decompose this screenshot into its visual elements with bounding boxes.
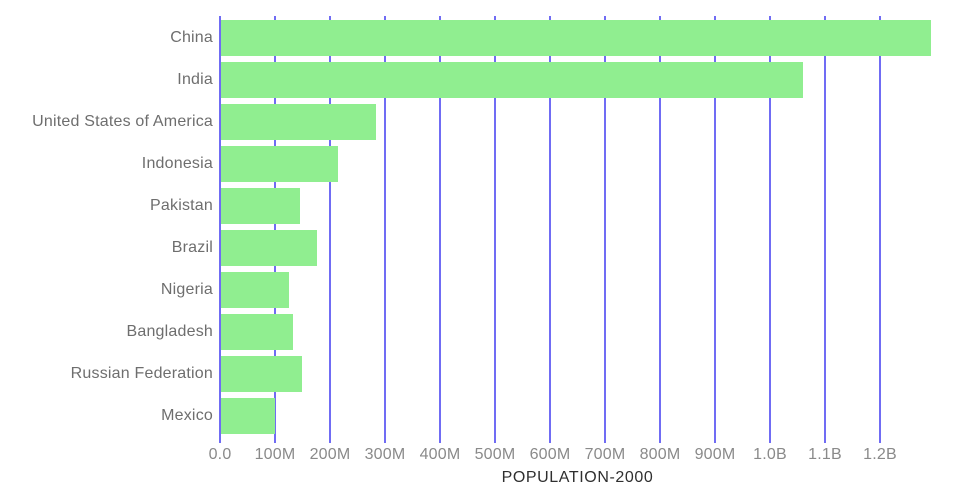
category-label-mexico: Mexico (161, 407, 213, 424)
gridline (659, 16, 661, 443)
gridline (824, 16, 826, 443)
bar-brazil (221, 230, 318, 266)
bar-united-states-of-america (221, 104, 377, 140)
x-tick-label-1-1b: 1.1B (808, 446, 842, 463)
category-label-india: India (177, 71, 213, 88)
x-tick-label-100m: 100M (254, 446, 296, 463)
x-tick-label-600m: 600M (529, 446, 571, 463)
gridline (604, 16, 606, 443)
x-tick-label-800m: 800M (639, 446, 681, 463)
category-label-bangladesh: Bangladesh (126, 323, 213, 340)
category-label-brazil: Brazil (171, 239, 213, 256)
gridline (329, 16, 331, 443)
bar-india (221, 62, 803, 98)
gridline (384, 16, 386, 443)
gridline (549, 16, 551, 443)
gridline (439, 16, 441, 443)
category-label-indonesia: Indonesia (141, 155, 213, 172)
gridline (879, 16, 881, 443)
bar-indonesia (221, 146, 338, 182)
bar-bangladesh (221, 314, 293, 350)
category-label-russian-federation: Russian Federation (70, 365, 213, 382)
x-tick-label-900m: 900M (694, 446, 736, 463)
x-axis-title: POPULATION-2000 (501, 469, 654, 486)
y-axis-line (219, 16, 221, 443)
category-label-united-states-of-america: United States of America (32, 113, 213, 130)
x-tick-label-700m: 700M (584, 446, 626, 463)
bar-china (221, 20, 931, 56)
category-label-pakistan: Pakistan (150, 197, 213, 214)
x-tick-label-300m: 300M (364, 446, 406, 463)
bar-russian-federation (221, 356, 302, 392)
x-tick-label-1-2b: 1.2B (863, 446, 897, 463)
x-tick-label-1-0b: 1.0B (753, 446, 787, 463)
gridline (714, 16, 716, 443)
category-label-nigeria: Nigeria (160, 281, 213, 298)
bar-mexico (221, 398, 276, 434)
x-tick-label-500m: 500M (474, 446, 516, 463)
bar-pakistan (221, 188, 301, 224)
gridline (274, 16, 276, 443)
x-tick-label-200m: 200M (309, 446, 351, 463)
x-tick-label-400m: 400M (419, 446, 461, 463)
x-tick-label-0-0: 0.0 (208, 446, 232, 463)
category-label-china: China (170, 29, 213, 46)
gridline (769, 16, 771, 443)
gridline (494, 16, 496, 443)
bar-nigeria (221, 272, 290, 308)
